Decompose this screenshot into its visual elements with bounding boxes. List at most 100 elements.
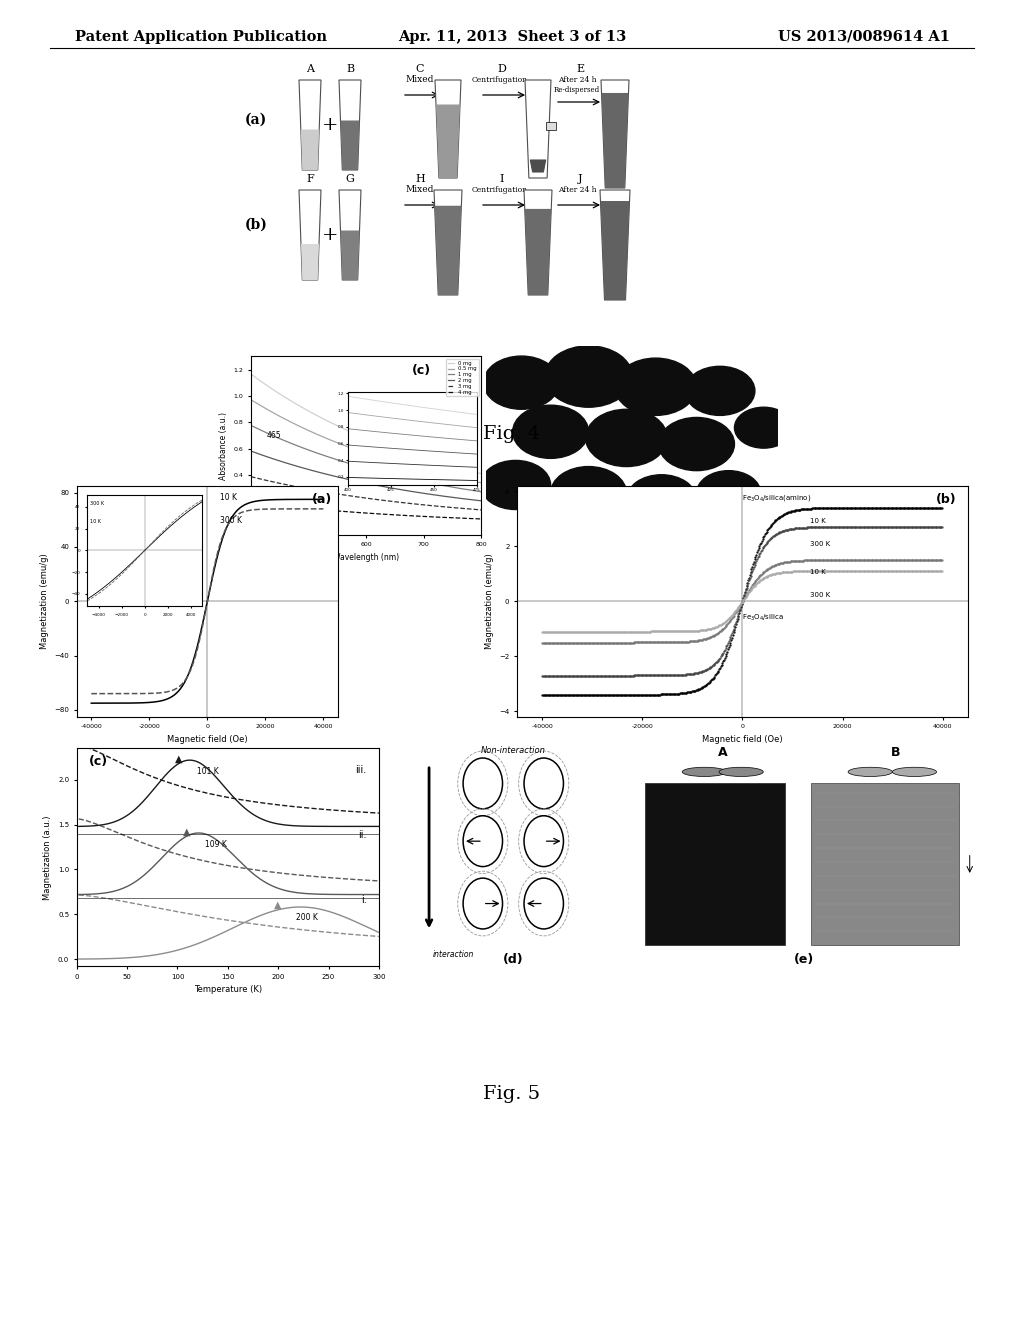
0 mg — [439, 457, 452, 473]
Text: After 24 h: After 24 h — [558, 77, 596, 84]
Text: Fig. 5: Fig. 5 — [483, 1085, 541, 1104]
0 mg — [382, 438, 394, 454]
2 mg — [475, 492, 487, 508]
Fe$_3$O$_4$/silica(amino) 10K — [536, 686, 548, 702]
4 mg — [382, 507, 394, 523]
Line: Fe$_3$O$_4$/silica(amino) 300K: Fe$_3$O$_4$/silica(amino) 300K — [542, 527, 943, 676]
Fe$_3$O$_4$/silica 10K — [936, 552, 948, 568]
Text: Fe$_3$O$_4$/silica: Fe$_3$O$_4$/silica — [742, 612, 784, 623]
Polygon shape — [435, 81, 461, 178]
2 mg — [246, 444, 258, 459]
Circle shape — [551, 466, 627, 520]
Polygon shape — [436, 104, 460, 178]
Text: Re-dispersed: Re-dispersed — [554, 86, 600, 94]
Text: +: + — [322, 116, 338, 135]
Text: (c): (c) — [89, 755, 108, 768]
1 mg — [454, 480, 466, 496]
Polygon shape — [341, 231, 359, 280]
0.5 mg — [245, 392, 257, 408]
1 mg — [246, 418, 258, 434]
2 mg — [245, 444, 257, 459]
Text: E: E — [575, 63, 584, 74]
Line: 4 mg: 4 mg — [251, 503, 481, 519]
Fe$_3$O$_4$/silica(amino) 10K — [728, 622, 740, 638]
X-axis label: Temperature (K): Temperature (K) — [194, 986, 262, 994]
Ellipse shape — [719, 767, 763, 776]
Text: Fig. 4: Fig. 4 — [483, 425, 541, 444]
0 mg — [386, 441, 398, 457]
Text: D: D — [498, 63, 507, 74]
Line: 3 mg: 3 mg — [251, 477, 481, 510]
Polygon shape — [524, 190, 552, 294]
0.5 mg — [475, 475, 487, 491]
3 mg — [381, 492, 393, 508]
Text: A: A — [718, 747, 727, 759]
Circle shape — [586, 409, 668, 466]
1 mg — [381, 466, 393, 482]
Text: Centrifugation: Centrifugation — [472, 77, 528, 84]
0.5 mg — [246, 392, 258, 408]
Polygon shape — [530, 160, 546, 172]
Polygon shape — [339, 190, 361, 280]
Polygon shape — [301, 129, 319, 170]
Text: Apr. 11, 2013  Sheet 3 of 13: Apr. 11, 2013 Sheet 3 of 13 — [398, 30, 626, 44]
Text: 10 K: 10 K — [810, 519, 825, 524]
Ellipse shape — [848, 767, 892, 776]
Circle shape — [734, 407, 793, 449]
Circle shape — [513, 405, 589, 458]
0.5 mg — [439, 467, 452, 483]
Fe$_3$O$_4$/silica(amino) 300K — [753, 548, 765, 564]
Circle shape — [627, 475, 696, 524]
Text: interaction: interaction — [433, 950, 474, 958]
Fe$_3$O$_4$/silica 10K — [774, 556, 786, 572]
Fe$_3$O$_4$/silica(amino) 300K — [728, 618, 740, 634]
Polygon shape — [600, 201, 630, 300]
Text: i.: i. — [361, 895, 367, 906]
1 mg — [439, 478, 452, 494]
Line: 0 mg: 0 mg — [251, 374, 481, 474]
2 mg — [382, 479, 394, 495]
Fe$_3$O$_4$/silica 300K — [536, 623, 548, 639]
Fe$_3$O$_4$/silica(amino) 10K — [936, 500, 948, 516]
Text: (b): (b) — [936, 492, 956, 506]
Text: 101 K: 101 K — [197, 767, 218, 776]
Text: 50 nm: 50 nm — [498, 516, 537, 525]
Ellipse shape — [682, 767, 726, 776]
3 mg — [386, 494, 398, 510]
2 mg — [439, 488, 452, 504]
1 mg — [245, 417, 257, 433]
Fe$_3$O$_4$/silica(amino) 300K — [927, 519, 939, 535]
Bar — [546, 121, 556, 129]
Fe$_3$O$_4$/silica(amino) 10K — [753, 540, 765, 556]
Text: G: G — [345, 174, 354, 183]
Polygon shape — [301, 244, 319, 280]
Text: Mixed: Mixed — [406, 75, 434, 84]
0 mg — [475, 466, 487, 482]
Ellipse shape — [892, 767, 937, 776]
4 mg — [454, 510, 466, 525]
Line: Fe$_3$O$_4$/silica 300K: Fe$_3$O$_4$/silica 300K — [542, 570, 943, 632]
2 mg — [386, 480, 398, 496]
Text: (a): (a) — [245, 114, 267, 127]
Text: iii.: iii. — [355, 764, 367, 775]
Polygon shape — [341, 120, 359, 170]
Fe$_3$O$_4$/silica(amino) 300K — [726, 626, 738, 642]
Polygon shape — [299, 81, 321, 170]
Polygon shape — [434, 206, 462, 294]
Y-axis label: Absorbance (a.u.): Absorbance (a.u.) — [219, 412, 227, 479]
Line: 0.5 mg: 0.5 mg — [251, 400, 481, 483]
Legend: 0 mg, 0.5 mg, 1 mg, 2 mg, 3 mg, 4 mg: 0 mg, 0.5 mg, 1 mg, 2 mg, 3 mg, 4 mg — [446, 359, 478, 396]
Line: 1 mg: 1 mg — [251, 425, 481, 492]
Text: ▲: ▲ — [183, 826, 190, 837]
3 mg — [245, 469, 257, 484]
4 mg — [439, 510, 452, 525]
Text: (d): (d) — [503, 953, 523, 966]
Y-axis label: Magnetization (emu/g): Magnetization (emu/g) — [40, 553, 49, 649]
Text: 10 K: 10 K — [810, 569, 825, 576]
Text: +: + — [322, 226, 338, 244]
Text: 300 K: 300 K — [810, 591, 830, 598]
Text: ▲: ▲ — [274, 900, 282, 909]
Line: 2 mg: 2 mg — [251, 451, 481, 500]
Circle shape — [545, 346, 632, 408]
3 mg — [246, 469, 258, 484]
